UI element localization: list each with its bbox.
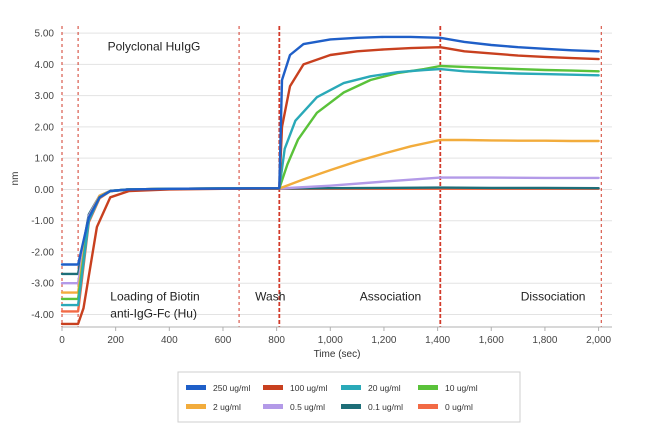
x-tick-label: 400 xyxy=(161,335,178,346)
gridlines xyxy=(62,32,612,315)
y-tick-label: 0.00 xyxy=(35,185,55,196)
legend-label: 100 ug/ml xyxy=(290,383,327,393)
x-tick-label: 1,800 xyxy=(532,335,557,346)
legend-box xyxy=(177,371,521,423)
y-tick-label: -1.00 xyxy=(31,216,54,227)
annotation-loading: Loading of Biotin xyxy=(110,289,199,303)
annotation-polyclonal: Polyclonal HuIgG xyxy=(108,39,201,53)
x-tick-label: 600 xyxy=(215,335,232,346)
y-tick-label: -2.00 xyxy=(31,247,54,258)
annotation-wash: Wash xyxy=(255,289,285,303)
step-annotations: Polyclonal HuIgG Loading of Biotin anti-Ig… xyxy=(108,39,586,320)
x-tick-label: 0 xyxy=(59,335,65,346)
y-tick-label: 4.00 xyxy=(35,60,55,71)
legend-swatch xyxy=(418,404,438,409)
legend-swatch xyxy=(263,404,283,409)
legend-swatch xyxy=(186,385,206,390)
y-tick-label: -4.00 xyxy=(31,310,54,321)
axes: 5.00 4.00 3.00 2.00 1.00 0.00 -1.00 -2.00 -3.00 -… xyxy=(31,29,612,346)
step-boundaries xyxy=(61,26,602,327)
series-line xyxy=(60,35,600,266)
x-tick-label: 2,000 xyxy=(586,335,611,346)
x-tick-label: 1,000 xyxy=(318,335,343,346)
x-tick-label: 200 xyxy=(107,335,124,346)
legend-label: 2 ug/ml xyxy=(213,402,241,412)
annotation-association: Association xyxy=(360,289,421,303)
x-tick-label: 1,400 xyxy=(425,335,450,346)
legend-swatch xyxy=(418,385,438,390)
legend-label: 0 ug/ml xyxy=(445,402,473,412)
legend-label: 0.5 ug/ml xyxy=(290,402,325,412)
legend-swatch xyxy=(341,385,361,390)
y-axis-title: nm xyxy=(10,172,21,186)
legend-swatch xyxy=(341,404,361,409)
legend-swatch xyxy=(263,385,283,390)
legend-label: 10 ug/ml xyxy=(445,383,478,393)
y-tick-label: 2.00 xyxy=(35,122,55,133)
legend: 250 ug/ml 100 ug/ml 20 ug/ml 10 ug/ml 2 ug/m… xyxy=(186,383,478,412)
y-tick-label: 1.00 xyxy=(35,154,55,165)
annotation-dissociation: Dissociation xyxy=(521,289,586,303)
x-tick-label: 1,200 xyxy=(371,335,396,346)
series-line xyxy=(60,176,600,285)
legend-label: 250 ug/ml xyxy=(213,383,250,393)
y-tick-label: 5.00 xyxy=(35,29,55,40)
series-line xyxy=(60,138,600,294)
series-line xyxy=(60,64,600,301)
x-tick-label: 800 xyxy=(268,335,285,346)
legend-label: 20 ug/ml xyxy=(368,383,401,393)
series-lines xyxy=(60,35,600,326)
legend-swatch xyxy=(186,404,206,409)
y-tick-label: -3.00 xyxy=(31,279,54,290)
annotation-loading: anti-IgG-Fc (Hu) xyxy=(110,306,197,320)
y-tick-label: 3.00 xyxy=(35,91,55,102)
series-line xyxy=(60,46,600,326)
series-line xyxy=(60,186,600,276)
x-axis-title: Time (sec) xyxy=(314,349,361,360)
x-tick-label: 1,600 xyxy=(479,335,504,346)
legend-label: 0.1 ug/ml xyxy=(368,402,403,412)
